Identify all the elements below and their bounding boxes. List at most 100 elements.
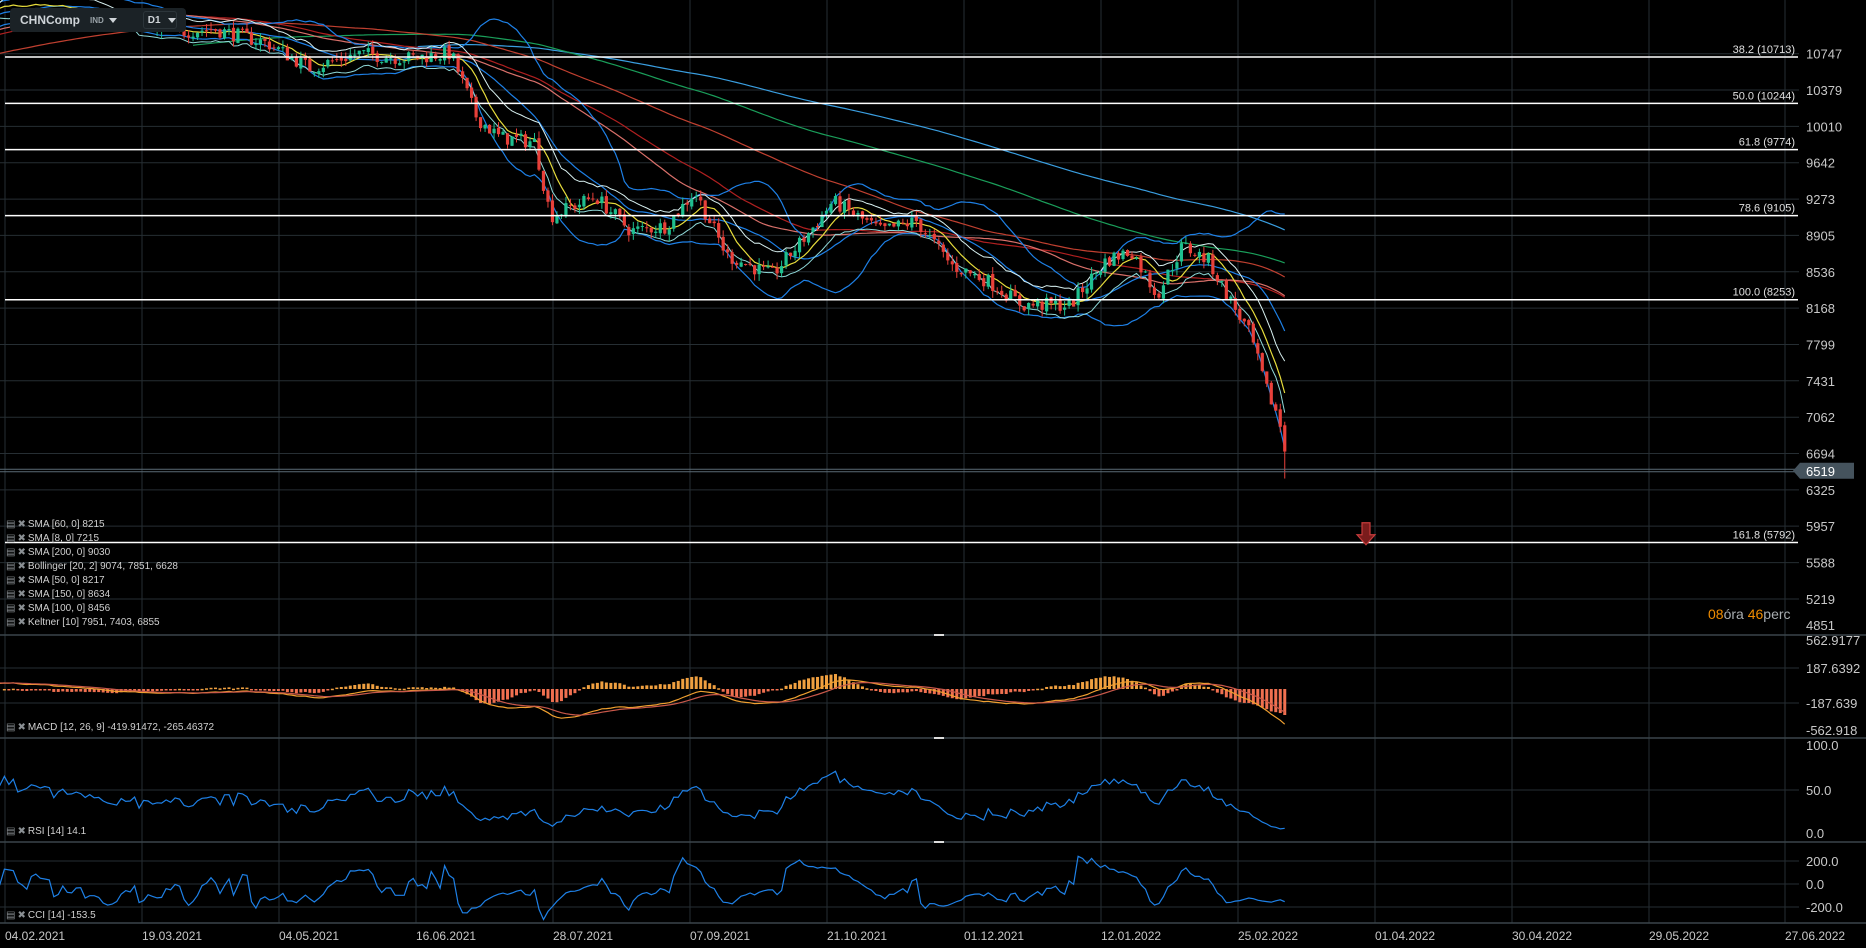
candle-body (398, 63, 402, 66)
macd-histogram-bar (488, 689, 492, 705)
macd-histogram-bar (285, 689, 289, 693)
close-icon[interactable]: ✖ (17, 561, 26, 572)
macd-histogram-bar (70, 689, 74, 692)
macd-histogram-bar (991, 689, 995, 695)
indicator-legend: ▤ ✖ SMA [200, 0] 9030 (6, 546, 110, 559)
macd-histogram-bar (1215, 689, 1219, 693)
candle-body (748, 263, 752, 265)
indicator-tick-label: 0.0 (1806, 826, 1824, 841)
candle-body (591, 198, 595, 200)
candle-body (555, 215, 559, 224)
timeframe-select[interactable]: D1 (142, 11, 177, 29)
close-icon[interactable]: ✖ (17, 603, 26, 614)
macd-histogram-bar (1224, 689, 1228, 698)
candle-body (1175, 262, 1179, 269)
candle-body (622, 214, 626, 226)
macd-histogram-bar (667, 684, 671, 689)
candle-body (721, 236, 725, 251)
settings-icon[interactable]: ▤ (6, 617, 16, 628)
macd-histogram-bar (901, 689, 905, 693)
price-tick-label: 8536 (1806, 265, 1835, 280)
settings-icon[interactable]: ▤ (6, 722, 16, 733)
settings-icon[interactable]: ▤ (6, 589, 16, 600)
candle-body (995, 291, 999, 293)
candle-body (726, 249, 730, 253)
close-icon[interactable]: ✖ (17, 910, 26, 921)
settings-icon[interactable]: ▤ (6, 575, 16, 586)
sma-50-line (0, 11, 1286, 297)
candle-body (357, 50, 361, 55)
macd-histogram-bar (182, 689, 186, 691)
macd-histogram-bar (1040, 688, 1044, 691)
candle-body (986, 274, 990, 287)
settings-icon[interactable]: ▤ (6, 519, 16, 530)
macd-histogram-bar (721, 689, 725, 692)
candle-body (1045, 297, 1049, 312)
candle-body (959, 273, 963, 275)
countdown-hours-unit: óra (1723, 606, 1744, 622)
date-tick-label: 19.03.2021 (142, 929, 202, 943)
price-pane (0, 0, 1287, 479)
candle-body (856, 213, 860, 215)
candle-body (672, 215, 676, 229)
settings-icon[interactable]: ▤ (6, 561, 16, 572)
close-icon[interactable]: ✖ (17, 575, 26, 586)
close-icon[interactable]: ✖ (17, 826, 26, 837)
macd-histogram-bar (169, 689, 173, 691)
macd-histogram-bar (240, 687, 244, 689)
macd-histogram-bar (874, 689, 878, 691)
candle-body (712, 221, 716, 224)
legend-text: SMA [8, 0] 7215 (27, 533, 100, 544)
macd-histogram-bar (339, 686, 343, 689)
settings-icon[interactable]: ▤ (6, 533, 16, 544)
macd-histogram-bar (771, 689, 775, 691)
candle-body (757, 264, 761, 275)
close-icon[interactable]: ✖ (17, 589, 26, 600)
candle-body (753, 265, 757, 275)
bar-countdown: 08óra 46perc (1708, 606, 1791, 622)
macd-histogram-bar (1036, 688, 1040, 691)
macd-histogram-bar (389, 687, 393, 689)
candle-body (1229, 296, 1233, 299)
candle-body (1071, 299, 1076, 307)
close-icon[interactable]: ✖ (17, 722, 26, 733)
candle-body (496, 127, 501, 135)
settings-icon[interactable]: ▤ (6, 826, 16, 837)
macd-histogram-bar (398, 688, 402, 691)
candle-body (209, 29, 213, 31)
close-icon[interactable]: ✖ (17, 519, 26, 530)
fibonacci-level-label: 100.0 (8253) (1733, 287, 1795, 299)
macd-histogram-bar (321, 689, 325, 692)
macd-histogram-bar (681, 678, 685, 689)
settings-icon[interactable]: ▤ (6, 547, 16, 558)
macd-histogram-bar (1094, 678, 1098, 689)
candle-body (335, 59, 339, 61)
macd-histogram-bar (281, 689, 285, 691)
macd-histogram-bar (92, 689, 96, 693)
macd-histogram-bar (393, 688, 397, 690)
candle-body (690, 198, 694, 207)
settings-icon[interactable]: ▤ (6, 603, 16, 614)
macd-histogram-bar (362, 683, 366, 689)
macd-histogram-bar (986, 689, 990, 695)
legend-text: Bollinger [20, 2] 9074, 7851, 6628 (27, 561, 178, 572)
candle-body (182, 29, 186, 36)
macd-histogram-bar (326, 689, 330, 691)
bollinger-middle-line (0, 5, 1286, 332)
date-tick-label: 29.05.2022 (1649, 929, 1709, 943)
settings-icon[interactable]: ▤ (6, 910, 16, 921)
candle-body (487, 124, 492, 134)
indicator-legend: ▤ ✖ Bollinger [20, 2] 9074, 7851, 6628 (6, 560, 178, 573)
macd-histogram-bar (744, 689, 748, 697)
macd-histogram-bar (47, 689, 51, 691)
candle-body (1009, 290, 1013, 301)
symbol-dropdown-icon[interactable] (108, 17, 117, 23)
close-icon[interactable]: ✖ (17, 547, 26, 558)
symbol-name[interactable]: CHNComp (20, 13, 80, 27)
close-icon[interactable]: ✖ (17, 617, 26, 628)
countdown-hours: 08 (1708, 606, 1724, 622)
price-tick-label: 10379 (1806, 83, 1842, 98)
macd-histogram-bar (532, 689, 536, 691)
close-icon[interactable]: ✖ (17, 533, 26, 544)
